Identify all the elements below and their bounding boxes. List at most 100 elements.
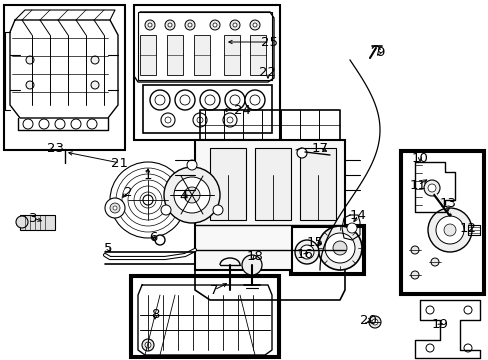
Text: 12: 12	[459, 221, 475, 234]
Circle shape	[224, 90, 244, 110]
Circle shape	[155, 95, 164, 105]
Bar	[134, 5, 280, 140]
Circle shape	[346, 223, 356, 233]
Circle shape	[183, 187, 200, 203]
Text: 1: 1	[143, 168, 152, 181]
Circle shape	[23, 119, 33, 129]
Text: 15: 15	[306, 235, 323, 248]
Circle shape	[145, 20, 155, 30]
Circle shape	[232, 23, 237, 27]
Text: 20: 20	[359, 314, 376, 327]
Circle shape	[145, 342, 151, 348]
Text: 10: 10	[411, 152, 427, 165]
Circle shape	[294, 240, 318, 264]
Circle shape	[161, 205, 171, 215]
Circle shape	[105, 198, 125, 218]
Bar	[249, 35, 265, 75]
Text: 25: 25	[261, 36, 278, 49]
Circle shape	[161, 113, 175, 127]
Circle shape	[186, 160, 197, 170]
Circle shape	[332, 241, 346, 255]
Circle shape	[213, 23, 217, 27]
Circle shape	[164, 117, 171, 123]
Circle shape	[223, 113, 237, 127]
Circle shape	[110, 203, 120, 213]
Circle shape	[209, 20, 220, 30]
Circle shape	[296, 148, 306, 158]
Text: 11: 11	[408, 179, 426, 192]
Text: 3: 3	[29, 212, 37, 225]
Circle shape	[193, 113, 206, 127]
Circle shape	[242, 255, 262, 275]
Circle shape	[204, 95, 215, 105]
Circle shape	[155, 235, 164, 245]
Bar	[142, 85, 271, 133]
Circle shape	[163, 167, 220, 223]
Circle shape	[164, 20, 175, 30]
Circle shape	[299, 245, 313, 259]
Circle shape	[168, 23, 172, 27]
Circle shape	[425, 306, 433, 314]
Bar	[299, 148, 335, 220]
Bar	[401, 152, 482, 293]
Circle shape	[427, 184, 435, 192]
Text: 4: 4	[180, 189, 188, 202]
Text: 16: 16	[296, 248, 313, 261]
Circle shape	[410, 271, 418, 279]
Circle shape	[150, 90, 170, 110]
Circle shape	[244, 90, 264, 110]
Bar	[140, 35, 156, 75]
Bar	[194, 35, 209, 75]
Bar	[130, 275, 280, 358]
Circle shape	[187, 23, 192, 27]
Circle shape	[113, 206, 117, 210]
Circle shape	[213, 205, 223, 215]
Circle shape	[142, 339, 154, 351]
Circle shape	[174, 177, 209, 213]
Text: 8: 8	[150, 309, 159, 321]
Text: 6: 6	[148, 230, 157, 243]
Text: 2: 2	[123, 185, 132, 198]
Circle shape	[249, 20, 260, 30]
Text: 7: 7	[209, 284, 218, 297]
Circle shape	[184, 20, 195, 30]
Circle shape	[425, 344, 433, 352]
Circle shape	[463, 344, 471, 352]
Circle shape	[435, 216, 463, 244]
Circle shape	[325, 233, 354, 263]
Circle shape	[371, 319, 377, 325]
Text: 21: 21	[111, 157, 128, 170]
Circle shape	[229, 20, 240, 30]
Circle shape	[430, 258, 438, 266]
Circle shape	[229, 95, 240, 105]
Circle shape	[175, 90, 195, 110]
Circle shape	[142, 195, 153, 205]
Text: 14: 14	[349, 208, 366, 221]
Bar	[254, 148, 290, 220]
Circle shape	[16, 216, 28, 228]
Bar	[132, 277, 278, 356]
Circle shape	[252, 23, 257, 27]
Circle shape	[26, 81, 34, 89]
Circle shape	[180, 95, 190, 105]
Circle shape	[87, 119, 97, 129]
Circle shape	[55, 119, 65, 129]
Circle shape	[91, 81, 99, 89]
Circle shape	[26, 56, 34, 64]
Circle shape	[226, 117, 232, 123]
Text: 13: 13	[439, 197, 456, 210]
Text: 17: 17	[311, 141, 328, 154]
Bar	[209, 148, 245, 220]
Circle shape	[197, 117, 203, 123]
Circle shape	[463, 306, 471, 314]
Circle shape	[410, 246, 418, 254]
Bar	[289, 225, 364, 275]
Circle shape	[200, 90, 220, 110]
Bar	[291, 227, 362, 273]
Circle shape	[317, 226, 361, 270]
Bar	[195, 140, 345, 270]
Bar	[399, 150, 484, 295]
Text: 24: 24	[233, 104, 250, 117]
Bar	[4, 5, 125, 150]
Text: 18: 18	[246, 251, 263, 264]
